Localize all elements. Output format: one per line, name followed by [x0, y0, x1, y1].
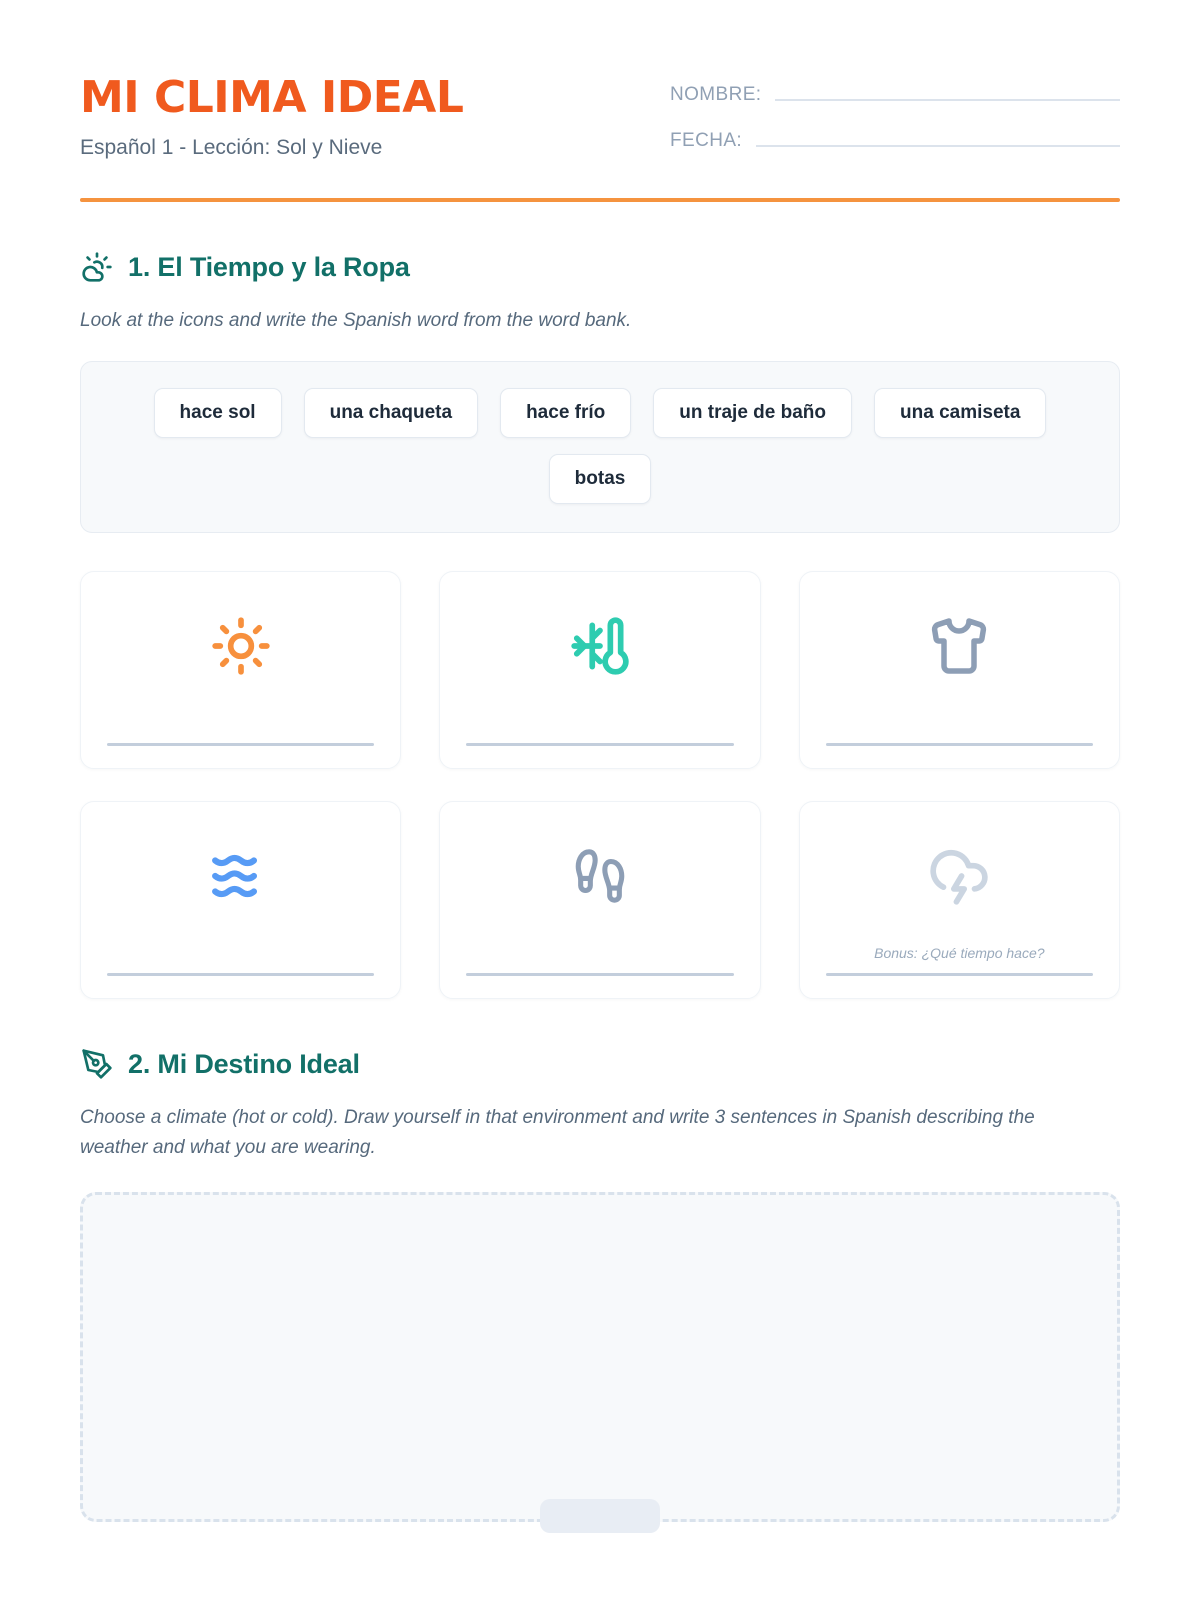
section-1-header: 1. El Tiempo y la Ropa	[80, 250, 1120, 284]
name-input-line[interactable]	[775, 99, 1120, 101]
header-titles: MI CLIMA IDEAL Español 1 - Lección: Sol …	[80, 72, 464, 160]
section-1-instructions: Look at the icons and write the Spanish …	[80, 310, 632, 331]
drawing-area[interactable]	[80, 1192, 1120, 1534]
answer-line[interactable]	[825, 973, 1093, 977]
header-divider	[80, 198, 1120, 202]
name-field-row: NOMBRE:	[670, 84, 1120, 106]
icon-card: Bonus: ¿Qué tiempo hace?	[798, 801, 1120, 1000]
icon-card	[439, 571, 761, 770]
answer-line[interactable]	[107, 973, 375, 977]
thermometer-snowflake-icon	[569, 600, 631, 692]
cloud-sun-icon	[80, 250, 114, 284]
cloud-lightning-icon	[928, 830, 990, 922]
date-field-row: FECHA:	[670, 130, 1120, 152]
pen-nib-icon	[80, 1047, 114, 1081]
answer-line[interactable]	[466, 743, 734, 747]
section-my-ideal-destination: 2. Mi Destino Ideal Choose a climate (ho…	[80, 1047, 1120, 1534]
bonus-hint: Bonus: ¿Qué tiempo hace?	[874, 945, 1045, 962]
name-label: NOMBRE:	[670, 84, 762, 105]
waves-icon	[210, 830, 272, 922]
worksheet-header: MI CLIMA IDEAL Español 1 - Lección: Sol …	[80, 0, 1120, 176]
word-chip[interactable]: una camiseta	[874, 388, 1047, 439]
word-chip[interactable]: botas	[548, 454, 652, 505]
word-chip[interactable]: hace sol	[153, 388, 282, 439]
drawing-area-badge	[540, 1499, 660, 1534]
page-subtitle: Español 1 - Lección: Sol y Nieve	[80, 136, 383, 159]
icon-card	[80, 571, 402, 770]
date-label: FECHA:	[670, 130, 743, 151]
t-shirt-icon	[929, 600, 989, 692]
section-2-header: 2. Mi Destino Ideal	[80, 1047, 1120, 1081]
icon-card	[80, 801, 402, 1000]
icon-card	[798, 571, 1120, 770]
answer-line[interactable]	[107, 743, 375, 747]
section-1-title: 1. El Tiempo y la Ropa	[128, 251, 410, 282]
word-chip[interactable]: una chaqueta	[303, 388, 479, 439]
answer-line[interactable]	[825, 743, 1093, 747]
section-weather-and-clothing: 1. El Tiempo y la Ropa Look at the icons…	[80, 250, 1120, 1000]
icon-card-grid: Bonus: ¿Qué tiempo hace?	[80, 571, 1120, 1000]
page-title: MI CLIMA IDEAL	[80, 72, 464, 123]
answer-line[interactable]	[466, 973, 734, 977]
footprints-icon	[571, 830, 629, 922]
word-chip[interactable]: un traje de baño	[653, 388, 853, 439]
section-2-title: 2. Mi Destino Ideal	[128, 1048, 360, 1079]
sun-icon	[210, 600, 272, 692]
student-fields: NOMBRE: FECHA:	[670, 72, 1120, 176]
icon-card	[439, 801, 761, 1000]
word-bank: hace sol una chaqueta hace frío un traje…	[80, 361, 1120, 534]
word-chip[interactable]: hace frío	[500, 388, 632, 439]
section-2-instructions: Choose a climate (hot or cold). Draw you…	[80, 1107, 1035, 1158]
date-input-line[interactable]	[756, 145, 1120, 147]
